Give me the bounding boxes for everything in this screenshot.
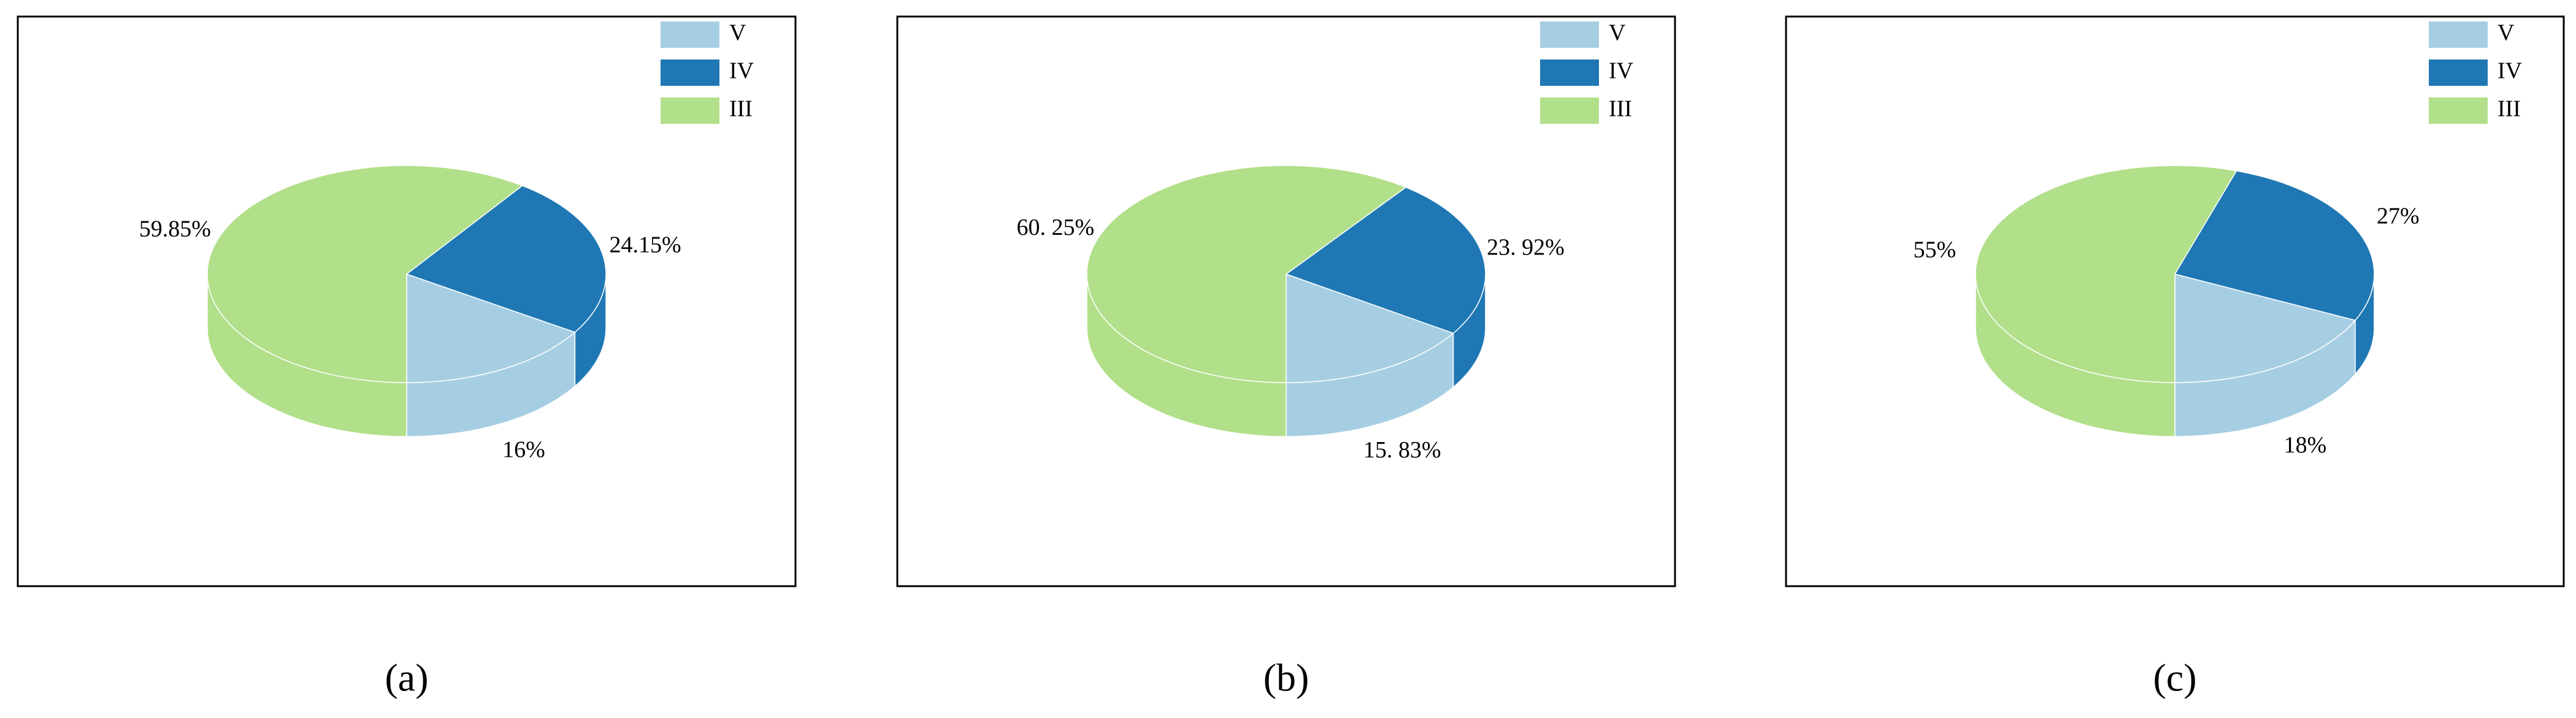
legend-swatch (661, 97, 719, 124)
legend-swatch (1540, 59, 1599, 86)
panel: 16% 24.15% 59.85% V IV III (17, 15, 797, 587)
caption: (b) (1263, 656, 1309, 700)
caption: (c) (2153, 656, 2196, 700)
slice (2174, 273, 2356, 383)
panel: 15. 83% 23. 92% 60. 25% V IV III (896, 15, 1676, 587)
data-label: 16% (502, 437, 545, 462)
data-label: 55% (1914, 237, 1957, 263)
data-label: 23. 92% (1487, 235, 1565, 261)
slice (1286, 273, 1455, 383)
panel: 18% 27% 55% V IV III (1785, 15, 2565, 587)
legend-label: IV (2497, 58, 2523, 84)
legend-label: V (2497, 20, 2515, 46)
legend-label: V (1609, 20, 1626, 46)
data-label: 24.15% (610, 232, 681, 258)
legend-swatch (2429, 21, 2488, 48)
slice (1086, 165, 1407, 383)
legend-label: III (1609, 96, 1632, 122)
legend-swatch (661, 59, 719, 86)
data-label: 27% (2377, 203, 2420, 229)
slice (406, 273, 576, 383)
slice (1975, 165, 2237, 383)
legend-swatch (1540, 97, 1599, 124)
legend-swatch (661, 21, 719, 48)
legend-swatch (2429, 97, 2488, 124)
slice (405, 185, 607, 333)
legend-label: III (729, 96, 753, 122)
legend-swatch (2429, 59, 2488, 86)
legend-label: III (2497, 96, 2521, 122)
data-label: 59.85% (139, 216, 211, 242)
data-label: 60. 25% (1017, 215, 1095, 240)
slice (207, 165, 524, 383)
data-label: 15. 83% (1363, 437, 1441, 463)
data-label: 18% (2284, 432, 2327, 458)
legend-swatch (1540, 21, 1599, 48)
legend-label: IV (1609, 58, 1634, 84)
slice (1285, 186, 1486, 334)
caption: (a) (385, 656, 428, 700)
legend-label: V (729, 20, 746, 46)
legend-label: IV (729, 58, 754, 84)
slice (2174, 170, 2375, 321)
